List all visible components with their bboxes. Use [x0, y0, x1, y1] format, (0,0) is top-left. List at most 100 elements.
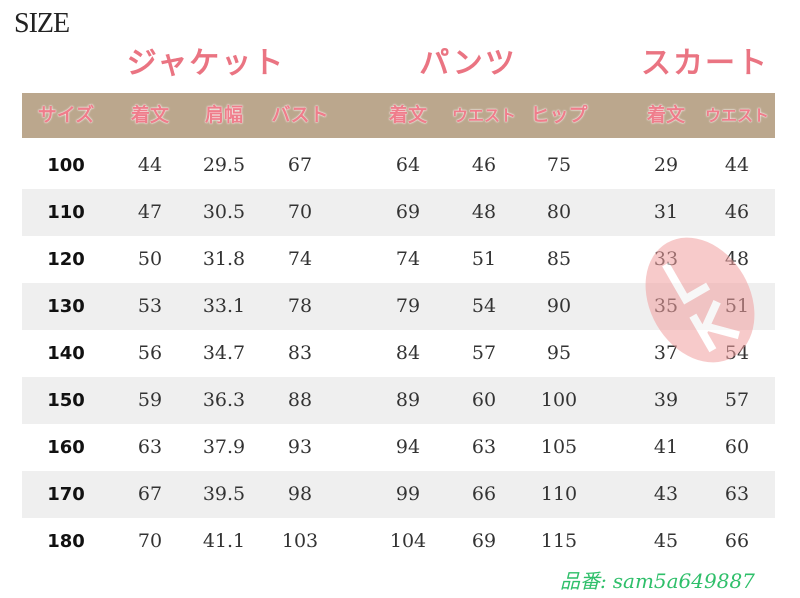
table-cell: 48 — [471, 201, 497, 223]
table-row: 180 70 41.1 103 104 69 115 45 66 — [22, 518, 775, 565]
table-cell: 80 — [546, 201, 572, 223]
table-cell: 89 — [395, 389, 421, 411]
table-cell: 53 — [137, 295, 163, 317]
table-cell: 56 — [137, 342, 163, 364]
column-header: ヒップ — [530, 104, 588, 126]
size-cell: 100 — [47, 155, 85, 176]
table-cell: 30.5 — [202, 201, 246, 223]
column-header: ウエスト — [704, 106, 770, 125]
table-cell: 60 — [471, 389, 497, 411]
table-cell: 29.5 — [202, 154, 246, 176]
table-cell: 83 — [287, 342, 313, 364]
table-cell: 41 — [653, 436, 679, 458]
table-cell: 29 — [653, 154, 679, 176]
table-cell: 98 — [287, 483, 313, 505]
table-cell: 57 — [724, 389, 750, 411]
column-header: バスト — [271, 104, 329, 126]
table-cell: 84 — [395, 342, 421, 364]
table-cell: 63 — [137, 436, 163, 458]
table-cell: 69 — [395, 201, 421, 223]
size-cell: 120 — [47, 249, 85, 270]
table-cell: 85 — [546, 248, 572, 270]
table-cell: 44 — [137, 154, 163, 176]
table-cell: 88 — [287, 389, 313, 411]
table-cell: 75 — [546, 154, 572, 176]
product-code-label: 品番: — [560, 569, 607, 593]
table-cell: 39.5 — [202, 483, 246, 505]
header-band — [22, 93, 775, 138]
column-header: 着文 — [388, 104, 428, 126]
table-cell: 64 — [395, 154, 421, 176]
table-cell: 63 — [471, 436, 497, 458]
product-code-value: sam5a649887 — [612, 569, 755, 593]
table-cell: 31 — [653, 201, 679, 223]
size-cell: 180 — [47, 531, 85, 552]
table-cell: 37 — [653, 342, 679, 364]
table-row: 170 67 39.5 98 99 66 110 43 63 — [22, 471, 775, 518]
size-cell: 160 — [47, 437, 85, 458]
table-cell: 46 — [724, 201, 750, 223]
table-row: 110 47 30.5 70 69 48 80 31 46 — [22, 189, 775, 236]
table-cell: 60 — [724, 436, 750, 458]
table-cell: 104 — [389, 530, 427, 552]
column-header: 着文 — [646, 104, 686, 126]
watermark-logo — [645, 237, 755, 363]
table-cell: 99 — [395, 483, 421, 505]
table-cell: 69 — [471, 530, 497, 552]
table-cell: 66 — [471, 483, 497, 505]
table-cell: 37.9 — [202, 436, 246, 458]
table-cell: 94 — [395, 436, 421, 458]
size-cell: 140 — [47, 343, 85, 364]
table-cell: 54 — [471, 295, 497, 317]
size-cell: 130 — [47, 296, 85, 317]
table-cell: 39 — [653, 389, 679, 411]
size-title: SIZE — [14, 8, 70, 39]
table-cell: 34.7 — [202, 342, 246, 364]
table-cell: 115 — [540, 530, 578, 552]
table-cell: 93 — [287, 436, 313, 458]
column-header: 肩幅 — [204, 104, 244, 126]
column-header: 着文 — [130, 104, 170, 126]
table-cell: 78 — [287, 295, 313, 317]
table-cell: 44 — [724, 154, 750, 176]
table-cell: 47 — [137, 201, 163, 223]
table-cell: 70 — [137, 530, 163, 552]
table-cell: 59 — [137, 389, 163, 411]
table-row: 150 59 36.3 88 89 60 100 39 57 — [22, 377, 775, 424]
table-cell: 105 — [540, 436, 578, 458]
table-cell: 46 — [471, 154, 497, 176]
table-cell: 63 — [724, 483, 750, 505]
table-cell: 51 — [471, 248, 497, 270]
table-cell: 57 — [471, 342, 497, 364]
size-cell: 110 — [47, 202, 85, 223]
table-cell: 110 — [540, 483, 578, 505]
group-jacket: ジャケット — [126, 46, 286, 81]
table-cell: 31.8 — [202, 248, 246, 270]
table-cell: 50 — [137, 248, 163, 270]
table-cell: 36.3 — [202, 389, 246, 411]
table-cell: 66 — [724, 530, 750, 552]
table-cell: 100 — [540, 389, 578, 411]
size-cell: 150 — [47, 390, 85, 411]
table-cell: 79 — [395, 295, 421, 317]
group-skirt: スカート — [641, 46, 769, 81]
table-cell: 45 — [653, 530, 679, 552]
table-cell: 67 — [287, 154, 313, 176]
table-cell: 70 — [287, 201, 313, 223]
table-row: 160 63 37.9 93 94 63 105 41 60 — [22, 424, 775, 471]
column-header: ウエスト — [451, 106, 517, 125]
table-cell: 103 — [281, 530, 319, 552]
table-cell: 43 — [653, 483, 679, 505]
table-cell: 90 — [546, 295, 572, 317]
size-cell: 170 — [47, 484, 85, 505]
table-row: 100 44 29.5 67 64 46 75 29 44 — [22, 142, 775, 189]
table-cell: 41.1 — [202, 530, 246, 552]
table-cell: 33.1 — [202, 295, 246, 317]
table-cell: 74 — [287, 248, 313, 270]
column-header: サイズ — [37, 104, 95, 126]
table-cell: 95 — [546, 342, 572, 364]
product-code: 品番: sam5a649887 — [560, 568, 761, 594]
table-cell: 67 — [137, 483, 163, 505]
